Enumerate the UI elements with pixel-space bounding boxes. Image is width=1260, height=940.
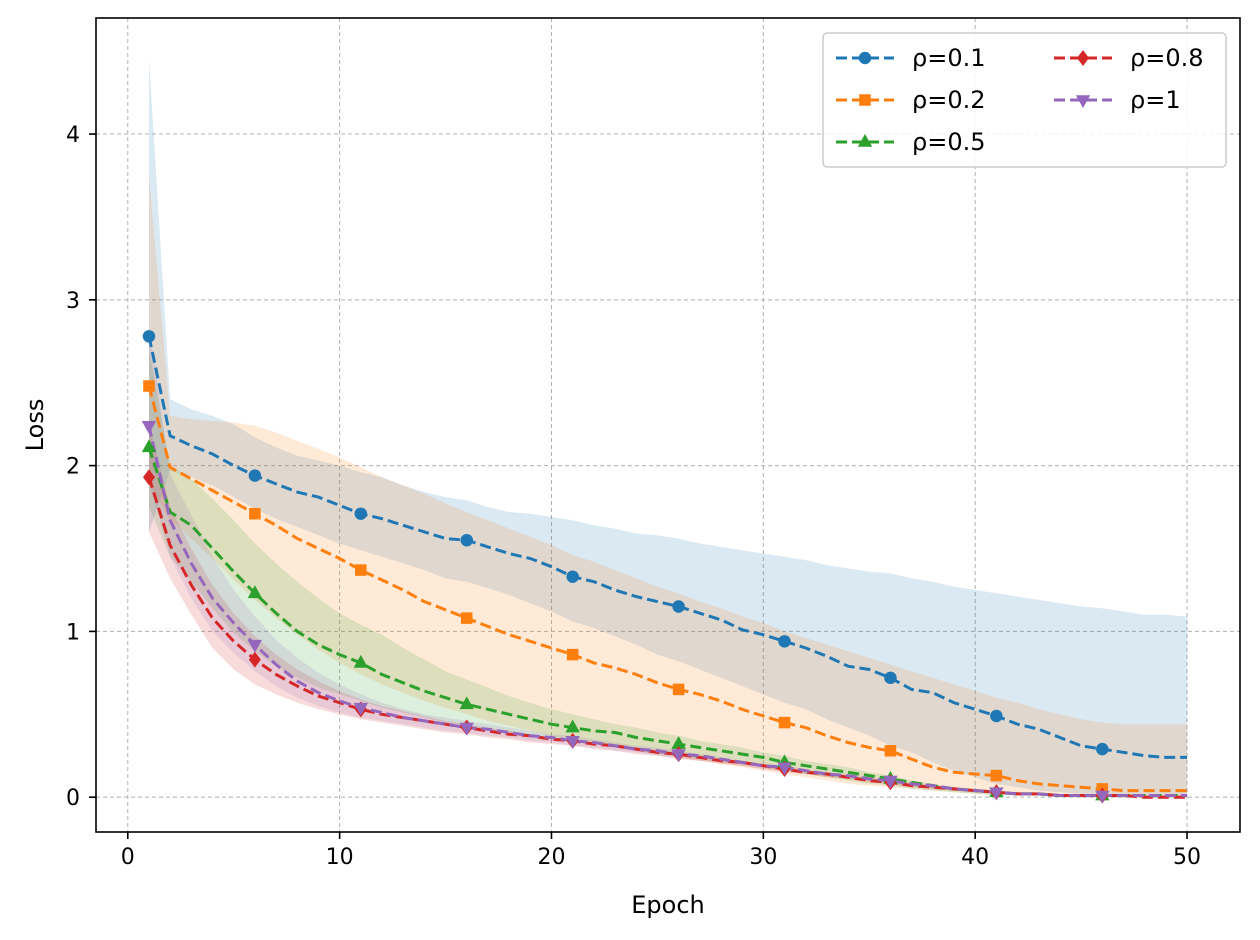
series-1-point — [566, 570, 579, 583]
x-axis-label: Epoch — [631, 891, 705, 919]
series-2-point — [778, 716, 791, 729]
x-tick-label: 0 — [121, 845, 135, 870]
series-4-point — [142, 469, 155, 486]
series-5-legend-marker — [1075, 95, 1091, 108]
y-axis-label: Loss — [21, 399, 49, 452]
y-tick-label: 0 — [66, 786, 80, 811]
series-1-band — [149, 59, 1187, 796]
plot-frame — [95, 17, 1241, 833]
series-3-point — [671, 736, 686, 749]
legend: ρ=0.1 ρ=0.2 ρ=0.5 ρ=0.8 ρ=1 — [822, 32, 1227, 168]
x-tick-label: 20 — [537, 845, 565, 870]
series-5-point — [247, 639, 263, 653]
series-1-point — [460, 533, 473, 547]
series-3-point — [247, 585, 263, 599]
series-5-point — [989, 787, 1004, 801]
series-2-point — [249, 507, 261, 520]
series-5-point — [459, 722, 474, 736]
series-3-point — [459, 696, 474, 710]
series-5-legend-label: ρ=1 — [1130, 86, 1181, 114]
series-1-point — [248, 469, 262, 482]
series-2-legend-label: ρ=0.2 — [912, 86, 986, 114]
series-5-point — [141, 421, 157, 434]
series-2-band — [149, 175, 1187, 798]
series-2-legend-marker — [859, 94, 871, 106]
series-3-legend-marker — [857, 134, 873, 147]
series-2-point — [460, 612, 473, 624]
series-2-line — [147, 385, 1187, 793]
series-2-point — [566, 648, 579, 661]
series-5-point — [353, 702, 369, 716]
x-tick-label: 40 — [961, 845, 989, 870]
series-2-point — [990, 769, 1003, 782]
series-5-point — [565, 736, 580, 749]
series-5-point — [883, 775, 898, 789]
series-3-point — [565, 719, 580, 733]
series-4-legend-label: ρ=0.8 — [1130, 44, 1204, 72]
series-1-legend-marker — [858, 51, 872, 65]
series-4-point — [248, 651, 261, 668]
series-markers — [141, 330, 1110, 804]
x-tick-label: 50 — [1173, 845, 1201, 870]
series-1-point — [884, 671, 897, 685]
series-5-point — [1095, 790, 1110, 804]
series-5-point — [671, 749, 686, 763]
series-2-point — [143, 380, 155, 392]
series-lines — [147, 335, 1187, 799]
series-2-point — [355, 564, 367, 576]
series-1-point — [672, 600, 685, 613]
x-tick-label: 10 — [326, 845, 354, 870]
series-3-band — [149, 349, 1187, 798]
x-tick-label: 30 — [749, 845, 777, 870]
series-3-point — [353, 654, 369, 668]
series-1-point — [1096, 742, 1109, 756]
legend-box — [822, 32, 1227, 168]
series-1-point — [142, 330, 156, 343]
series-4-legend-marker — [1077, 50, 1089, 66]
y-tick-label: 2 — [66, 455, 80, 480]
series-2-point — [672, 683, 685, 696]
axis-ticks: 0 10 20 30 40 50 0 1 2 3 4 — [66, 123, 1201, 870]
series-1-legend-label: ρ=0.1 — [912, 44, 986, 72]
series-5-point — [777, 762, 792, 776]
series-1-line — [147, 335, 1187, 759]
y-tick-label: 3 — [66, 289, 80, 314]
y-tick-label: 1 — [66, 620, 80, 645]
series-2-point — [884, 745, 897, 757]
series-1-point — [354, 507, 368, 520]
series-3-point — [141, 439, 157, 453]
y-tick-label: 4 — [66, 123, 80, 148]
series-3-legend-label: ρ=0.5 — [912, 128, 986, 156]
series-5-line — [147, 425, 1187, 797]
series-1-point — [990, 709, 1003, 723]
series-1-point — [778, 635, 791, 648]
confidence-bands — [149, 59, 1187, 798]
